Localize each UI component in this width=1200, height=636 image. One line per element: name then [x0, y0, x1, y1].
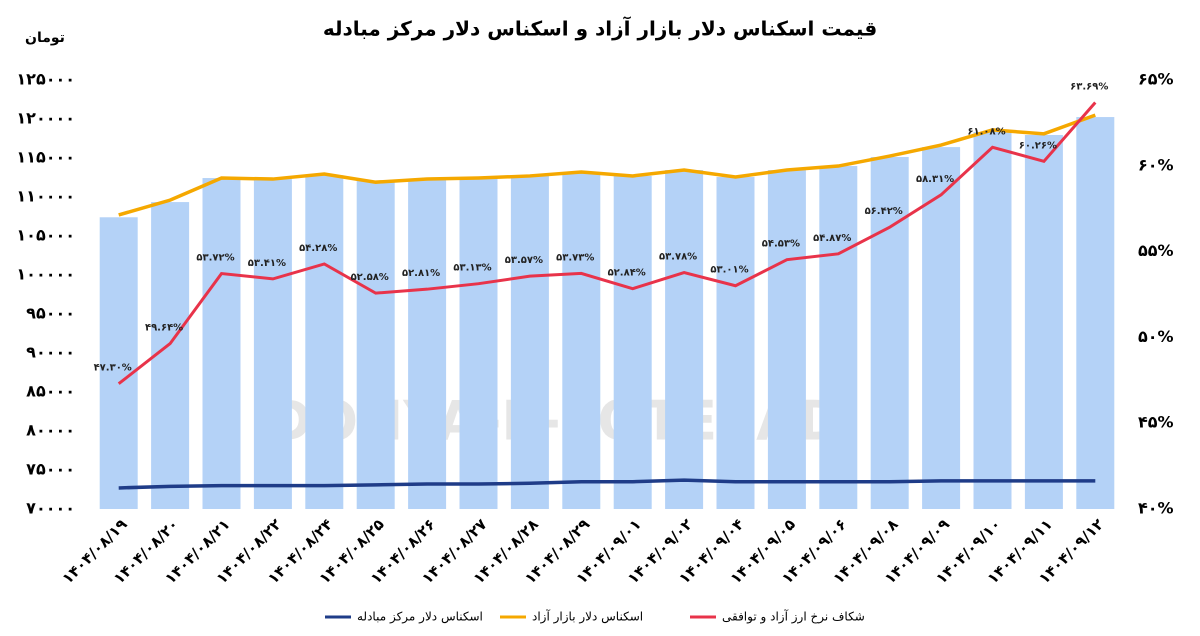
y-tick-label: ۱۱۰۰۰۰: [16, 187, 75, 206]
data-label: ۵۳.۷۳%: [556, 252, 594, 263]
bar: [1076, 117, 1115, 510]
bar: [562, 172, 601, 510]
bar: [922, 147, 961, 509]
data-label: ۵۳.۷۲%: [196, 253, 234, 264]
y-tick-label: ۱۰۰۰۰۰: [16, 265, 75, 284]
y-tick-label: ۱۲۰۰۰۰: [16, 109, 75, 128]
y2-tick-label: ۵۰%: [1138, 327, 1174, 346]
y-tick-label: ۱۲۵۰۰۰: [16, 70, 75, 89]
y-tick-label: ۸۰۰۰۰: [26, 421, 75, 440]
data-label: ۴۹.۶۴%: [145, 323, 183, 334]
y-tick-label: ۱۱۵۰۰۰: [16, 148, 75, 167]
bar: [973, 132, 1012, 509]
y-unit: تومان: [25, 30, 65, 46]
watermark: DONYA-E-EQTESAD: [267, 390, 842, 453]
bar: [767, 170, 806, 509]
y2-tick-label: ۶۰%: [1138, 155, 1174, 174]
data-label: ۵۴.۵۳%: [762, 239, 800, 250]
data-label: ۵۳.۱۳%: [453, 263, 491, 274]
y2-tick-label: ۶۵%: [1138, 70, 1174, 89]
legend-label: اسکناس دلار بازار آزاد: [532, 609, 643, 625]
data-label: ۵۳.۰۱%: [710, 265, 748, 276]
data-label: ۵۲.۸۴%: [608, 268, 646, 279]
bar: [305, 175, 344, 509]
data-label: ۵۲.۵۸%: [351, 272, 389, 283]
legend-label: اسکناس دلار مرکز مبادله: [357, 610, 483, 625]
bar: [819, 166, 858, 509]
data-label: ۵۴.۲۸%: [299, 243, 337, 254]
bar: [459, 178, 498, 509]
chart-title: قیمت اسکناس دلار بازار آزاد و اسکناس دلا…: [323, 16, 877, 41]
bar: [613, 175, 652, 509]
bar: [356, 181, 395, 509]
bar: [408, 179, 447, 509]
bar: [510, 175, 549, 509]
data-label: ۴۷.۳۰%: [94, 363, 132, 374]
bar: [151, 202, 190, 509]
data-label: ۶۰.۲۶%: [1019, 140, 1057, 151]
data-label: ۵۲.۸۱%: [402, 268, 440, 279]
data-label: ۵۸.۳۱%: [916, 174, 954, 185]
bar: [253, 179, 292, 509]
y-tick-label: ۷۵۰۰۰: [26, 460, 75, 479]
data-label: ۵۴.۸۷%: [813, 233, 851, 244]
y-tick-label: ۸۵۰۰۰: [26, 382, 75, 401]
y-tick-label: ۱۰۵۰۰۰: [16, 226, 75, 245]
bar: [1024, 134, 1063, 510]
bar: [202, 178, 241, 509]
data-label: ۵۳.۵۷%: [505, 255, 543, 266]
data-label: ۶۳.۶۹%: [1070, 81, 1108, 92]
data-label: ۶۱.۰۸%: [967, 126, 1005, 137]
bar: [716, 177, 755, 510]
bar: [99, 217, 138, 509]
legend-label: شکاف نرخ ارز آزاد و توافقی: [722, 609, 865, 625]
bar: [665, 170, 704, 509]
line: [118, 113, 1096, 217]
y2-tick-label: ۵۵%: [1138, 241, 1174, 260]
data-label: ۵۶.۴۲%: [865, 206, 903, 217]
line: [118, 478, 1096, 490]
data-label: ۵۳.۷۸%: [659, 252, 697, 263]
y-tick-label: ۹۰۰۰۰: [26, 343, 75, 362]
y2-tick-label: ۴۵%: [1138, 413, 1174, 432]
y-tick-label: ۷۰۰۰۰: [26, 499, 75, 518]
y2-tick-label: ۴۰%: [1138, 499, 1174, 518]
bar: [870, 156, 909, 509]
data-label: ۵۳.۴۱%: [248, 258, 286, 269]
line: [117, 101, 1097, 385]
y-tick-label: ۹۵۰۰۰: [26, 304, 75, 323]
